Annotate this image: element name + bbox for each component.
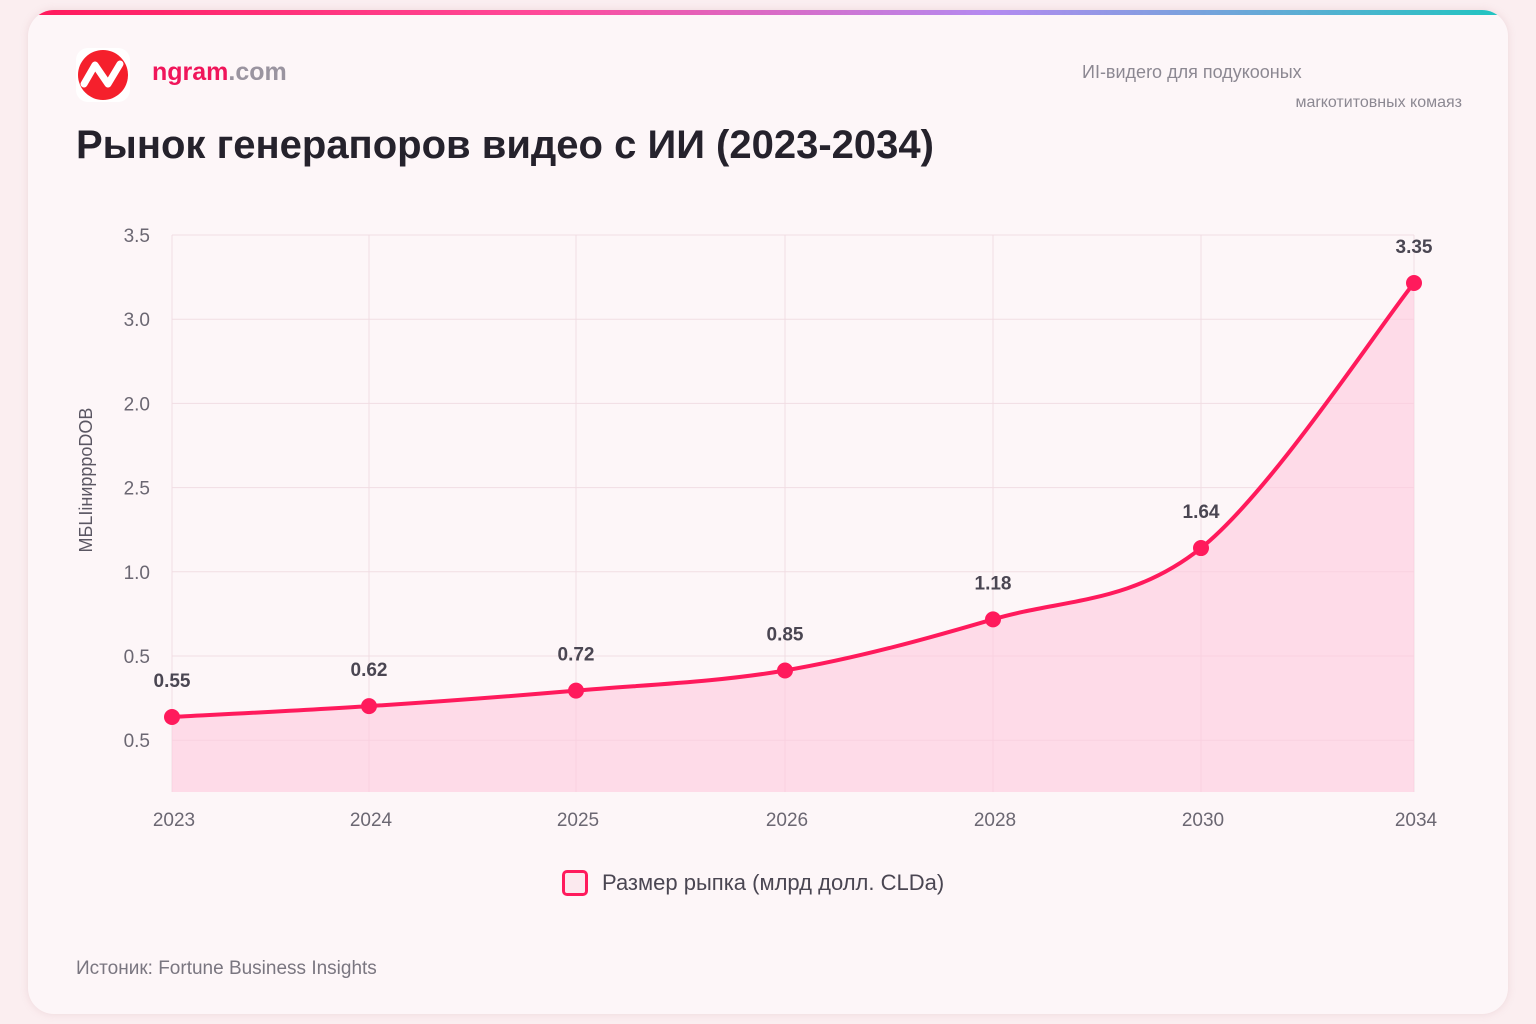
data-label: 0.55 — [154, 671, 191, 692]
legend-swatch — [562, 870, 588, 896]
source-note: Истоник: Fortune Business Insights — [76, 958, 377, 979]
y-tick-label: 3.0 — [124, 310, 150, 331]
gradient-accent-bar — [28, 10, 1508, 15]
data-label: 1.18 — [975, 573, 1012, 594]
brand-suffix: .com — [228, 58, 287, 86]
data-point — [568, 682, 584, 699]
tagline-line2: маrкотитовных комаяз — [1295, 94, 1462, 111]
y-tick-label: 0.5 — [124, 731, 150, 752]
data-point — [164, 709, 180, 725]
chart-title: Рынок генерапоров видео с ИИ (2023-2034) — [76, 123, 934, 167]
legend: Размер рыпка (млрд долл. CLDa) — [562, 870, 944, 896]
data-label: 0.72 — [558, 645, 595, 666]
data-point — [985, 611, 1001, 628]
data-label: 0.85 — [767, 625, 804, 646]
data-label: 3.35 — [1396, 237, 1433, 258]
y-tick-label: 1.0 — [124, 563, 150, 584]
data-point — [777, 662, 793, 679]
legend-label: Размер рыпка (млрд долл. CLDa) — [602, 870, 945, 895]
area-fill — [172, 283, 1414, 792]
data-label: 0.62 — [351, 660, 388, 681]
y-tick-label: 2.5 — [124, 479, 150, 500]
x-tick-label: 2030 — [1182, 810, 1224, 831]
data-label: 1.64 — [1183, 502, 1220, 523]
x-tick-label: 2023 — [153, 810, 195, 831]
y-tick-label: 2.0 — [124, 394, 150, 415]
brand-main: ngram — [152, 58, 229, 86]
x-tick-label: 2025 — [557, 810, 599, 831]
data-point — [1406, 275, 1422, 291]
data-point — [1193, 540, 1209, 557]
y-axis-label: МБLIiниррроDOB — [76, 408, 96, 553]
y-tick-label: 0.5 — [124, 647, 150, 668]
tagline-line1: ИI-видеro для подукооных — [1082, 62, 1302, 82]
x-tick-label: 2024 — [350, 810, 393, 831]
data-point — [361, 698, 377, 715]
x-tick-label: 2026 — [766, 810, 808, 831]
x-tick-label: 2034 — [1395, 810, 1438, 831]
x-tick-label: 2028 — [974, 810, 1016, 831]
brand-name: ngram.com — [152, 58, 287, 87]
ngram-logo-icon — [76, 48, 130, 102]
y-tick-label: 3.5 — [124, 226, 150, 247]
